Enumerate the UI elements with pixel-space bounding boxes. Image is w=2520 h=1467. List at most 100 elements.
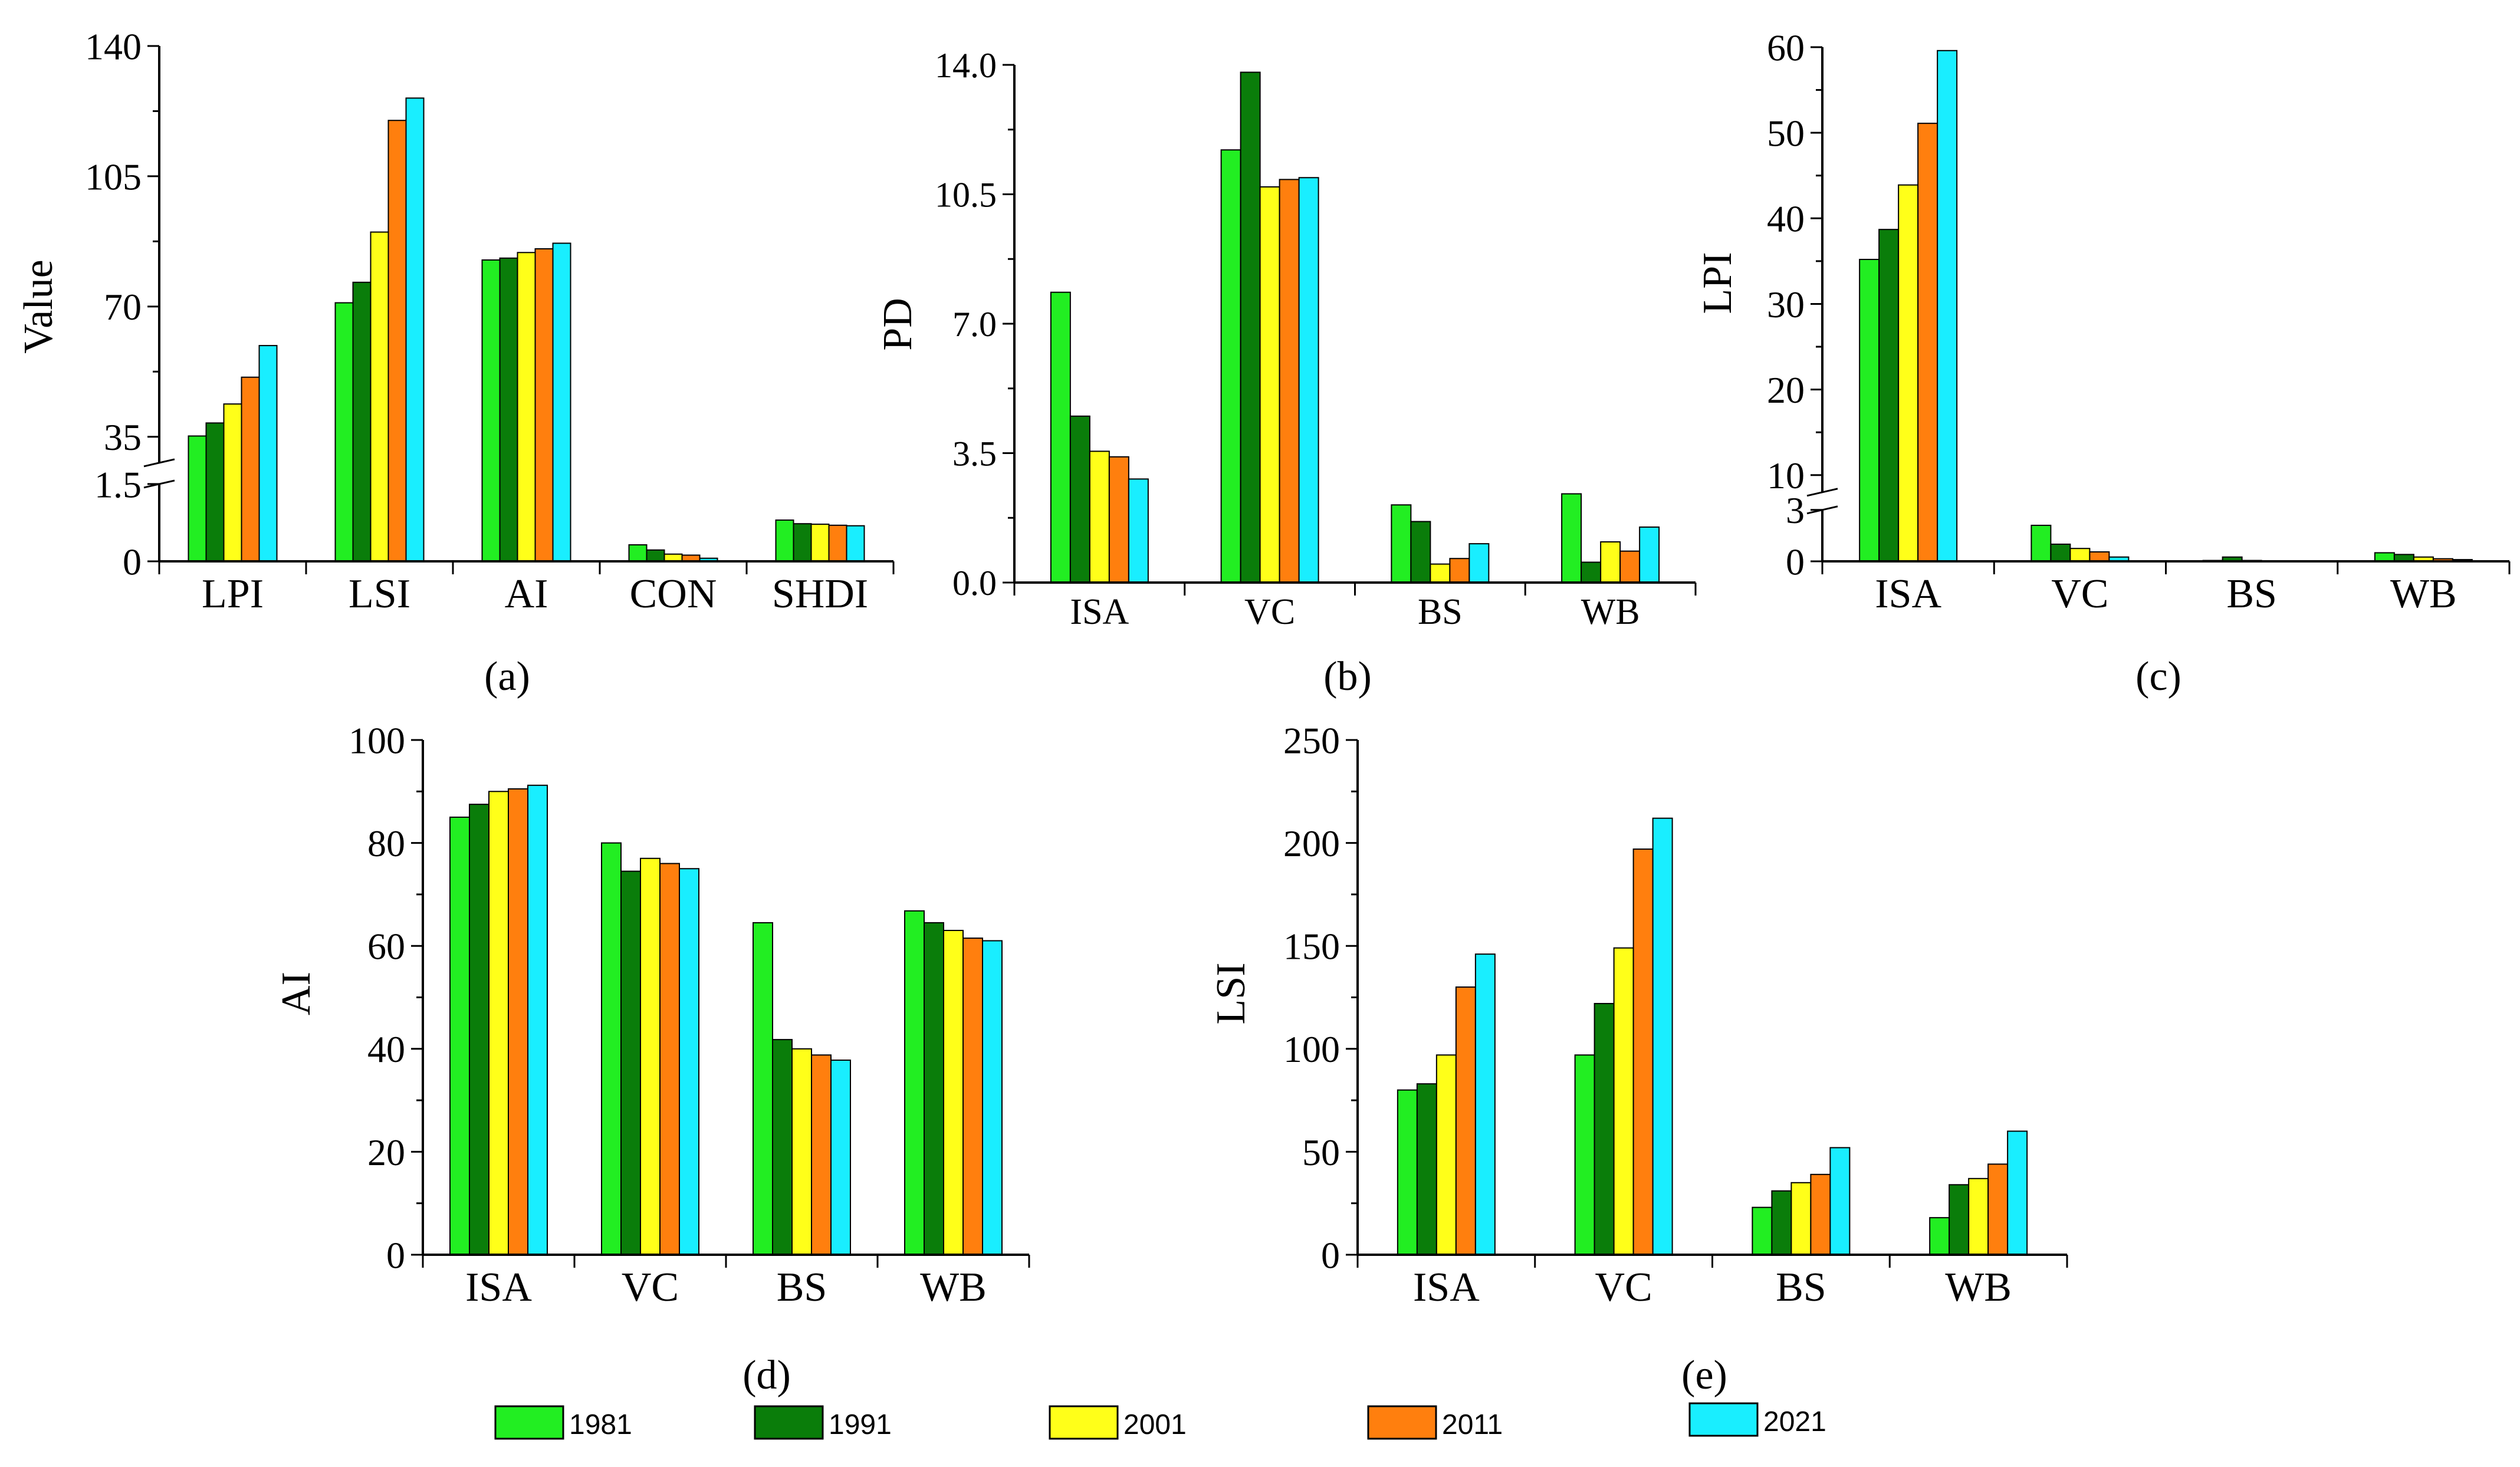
bar-b-ISA-1981 [1050, 291, 1071, 583]
bar-b-VC-2021 [1298, 177, 1319, 583]
xtick-label-d-0: ISA [465, 1265, 532, 1310]
bar-a-AI-1991 [499, 257, 518, 562]
ytick-label-c-3: 20 [1767, 369, 1805, 411]
bar-b-VC-2001 [1259, 186, 1280, 583]
bar-a-SHDI-2011 [828, 524, 847, 563]
ytick-label-e-4: 200 [1283, 823, 1340, 864]
legend-label-1981: 1981 [569, 1409, 632, 1440]
bar-b-ISA-2001 [1089, 450, 1110, 583]
bar-b-VC-1991 [1240, 71, 1261, 584]
legend-swatch-1981 [494, 1405, 564, 1440]
bar-b-WB-2011 [1619, 550, 1641, 584]
bar-e-WB-2011 [1987, 1163, 2009, 1256]
bar-a-AI-2021 [552, 242, 571, 562]
legend-label-2001: 2001 [1123, 1409, 1187, 1440]
chart-c-panel-label: (c) [2135, 654, 2181, 699]
bar-c-ISA-1981 [1859, 258, 1880, 562]
bar-c-VC-2001 [2069, 548, 2091, 563]
bar-b-ISA-1991 [1069, 415, 1090, 583]
ytick-label-d-0: 0 [386, 1234, 405, 1276]
bar-a-SHDI-1981 [775, 519, 794, 563]
bar-d-WB-1981 [904, 910, 925, 1256]
xtick-label-a-2: AI [505, 571, 548, 617]
bar-c-VC-2011 [2089, 551, 2110, 562]
ytick-label-d-5: 100 [349, 719, 405, 761]
bar-a-LPI-1981 [188, 435, 207, 562]
bar-e-ISA-1981 [1397, 1089, 1418, 1255]
ytick-label-d-2: 40 [367, 1028, 405, 1070]
ytick-label-a-5: 140 [85, 25, 142, 67]
bar-e-BS-2021 [1829, 1147, 1851, 1256]
bar-d-WB-2011 [962, 938, 983, 1255]
chart-a: Value (a) LPI LSI AI CON SHDI 0 1.5 35 70 105 140 [16, 25, 895, 699]
xtick-label-a-0: LPI [202, 571, 264, 617]
chart-b-ylabel: PD [875, 298, 921, 350]
ytick-label-d-4: 80 [367, 823, 405, 864]
bar-e-BS-2011 [1810, 1173, 1831, 1256]
bar-d-ISA-2001 [488, 791, 509, 1256]
bar-e-VC-2021 [1652, 817, 1673, 1256]
ytick-label-c-7: 60 [1767, 27, 1805, 68]
legend-label-1991: 1991 [829, 1409, 892, 1440]
bar-d-WB-1991 [924, 922, 944, 1256]
bar-d-WB-2001 [943, 930, 964, 1255]
xtick-label-c-3: WB [2390, 571, 2457, 617]
bar-e-ISA-2021 [1474, 953, 1496, 1255]
ytick-label-e-5: 250 [1283, 719, 1340, 761]
bar-d-ISA-1991 [469, 804, 489, 1255]
bar-e-VC-2001 [1613, 947, 1634, 1255]
bar-d-BS-1981 [753, 922, 773, 1256]
legend: 1981 1991 2001 2011 2021 [494, 1402, 1826, 1440]
xtick-label-b-1: VC [1244, 592, 1295, 632]
bar-a-AI-1981 [481, 259, 501, 562]
chart-c-ylabel: LPI [1695, 252, 1740, 314]
bar-c-ISA-2001 [1898, 184, 1919, 562]
bar-d-BS-2021 [830, 1060, 851, 1255]
ytick-label-b-3: 10.5 [935, 176, 997, 215]
ytick-label-b-1: 3.5 [952, 435, 997, 473]
bar-a-LSI-2021 [405, 97, 425, 563]
bar-b-BS-1991 [1410, 521, 1431, 583]
bar-b-WB-2021 [1639, 526, 1660, 584]
axis-break-top-a [143, 458, 175, 468]
bar-d-BS-2011 [811, 1054, 832, 1255]
legend-label-2021: 2021 [1763, 1406, 1826, 1438]
bar-e-BS-1981 [1752, 1206, 1773, 1255]
bar-d-ISA-2021 [527, 784, 548, 1255]
bar-c-WB-1981 [2374, 552, 2395, 563]
chart-d-panel-label: (d) [742, 1353, 791, 1398]
bar-a-SHDI-1991 [793, 523, 812, 562]
bar-b-WB-1981 [1561, 493, 1582, 583]
xtick-label-a-3: CON [630, 571, 717, 617]
chart-a-panel-label: (a) [484, 654, 530, 699]
ytick-label-c-2: 10 [1767, 455, 1805, 496]
bar-b-ISA-2021 [1128, 478, 1149, 584]
xtick-label-e-2: BS [1776, 1265, 1826, 1310]
axis-break-top-c [1806, 488, 1838, 497]
bar-a-LSI-1991 [352, 281, 372, 562]
chart-c: LPI (c) ISA VC BS WB 0 310 20 30 40 50 60 [1695, 27, 2511, 699]
bar-a-LPI-2021 [258, 345, 278, 562]
bar-a-LSI-2001 [370, 231, 389, 562]
bar-d-WB-2021 [982, 940, 1003, 1255]
bar-c-VC-1981 [2031, 524, 2052, 563]
ytick-label-e-0: 0 [1321, 1234, 1340, 1276]
ytick-label-c-1: 3 [1786, 489, 1805, 531]
chart-e: LSI (e) ISA VC BS WB 0 50 100 150 200 250 [1208, 719, 2068, 1398]
ytick-label-d-1: 20 [367, 1132, 405, 1173]
xtick-label-d-3: WB [920, 1265, 987, 1310]
chart-b-panel-label: (b) [1323, 654, 1372, 699]
bar-d-BS-1991 [772, 1039, 793, 1256]
chart-b: PD (b) ISA VC BS WB 0.0 3.5 7.0 10.5 14.0 [875, 46, 1697, 699]
xtick-label-c-1: VC [2051, 571, 2108, 617]
bar-d-VC-1991 [620, 870, 641, 1255]
bar-e-WB-1991 [1949, 1184, 1970, 1255]
ytick-label-a-1: 1.5 [94, 463, 142, 505]
bar-e-VC-2011 [1632, 848, 1654, 1256]
ytick-label-e-3: 150 [1283, 926, 1340, 968]
bar-b-WB-1991 [1581, 561, 1602, 583]
xtick-label-b-0: ISA [1070, 592, 1129, 632]
bar-e-WB-1981 [1929, 1217, 1950, 1256]
bar-b-VC-2011 [1279, 179, 1300, 583]
bar-e-BS-1991 [1771, 1190, 1792, 1256]
